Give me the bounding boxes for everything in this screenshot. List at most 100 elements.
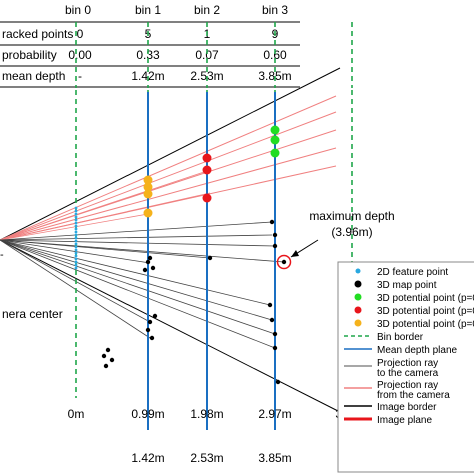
feature-point xyxy=(74,209,78,213)
ray-to-camera xyxy=(0,239,276,335)
feature-point xyxy=(74,221,78,225)
potential-point-orange xyxy=(143,182,153,192)
potential-point-green xyxy=(270,135,280,145)
feature-point xyxy=(74,224,78,228)
ray-from-camera xyxy=(0,111,337,241)
max-depth-label: maximum depth xyxy=(309,209,394,223)
mean-depth-label: 1.42m xyxy=(131,451,164,465)
bin-border-label: 2.97m xyxy=(258,407,291,421)
legend-symbol xyxy=(354,293,362,301)
ray-from-camera xyxy=(0,213,149,241)
map-point xyxy=(149,335,155,341)
ray-from-camera xyxy=(0,192,211,241)
map-point xyxy=(150,265,156,271)
legend-label: Mean depth plane xyxy=(377,345,458,356)
table-cell: 0.00 xyxy=(68,48,92,62)
map-point xyxy=(281,259,287,265)
ray-to-camera xyxy=(0,239,151,264)
feature-point xyxy=(74,263,78,267)
mean-depth-label: 2.53m xyxy=(190,451,223,465)
feature-point xyxy=(74,239,78,243)
ray-to-camera xyxy=(0,239,276,349)
legend-symbol xyxy=(355,268,361,274)
table-row-label: racked points xyxy=(2,27,73,41)
potential-point-green xyxy=(270,125,280,135)
potential-point-red xyxy=(202,153,212,163)
mean-depth-label: 3.85m xyxy=(258,451,291,465)
map-point xyxy=(152,313,158,319)
map-point xyxy=(101,353,107,359)
image-border-bottom xyxy=(0,239,341,413)
map-point xyxy=(109,357,115,363)
legend-label: 2D feature point xyxy=(377,267,448,278)
feature-point xyxy=(74,254,78,258)
feature-point xyxy=(74,266,78,270)
feature-point xyxy=(74,230,78,234)
feature-point xyxy=(74,251,78,255)
feature-point xyxy=(74,206,78,210)
potential-point-orange xyxy=(143,208,153,218)
ray-to-camera xyxy=(0,239,273,321)
legend-label: Bin border xyxy=(377,332,424,343)
map-point xyxy=(272,345,278,351)
table-cell: 0.33 xyxy=(136,48,160,62)
bin-border-label: 1.98m xyxy=(190,407,223,421)
map-point xyxy=(272,243,278,249)
feature-point xyxy=(74,245,78,249)
legend-label: 3D potential point (p=0 xyxy=(377,293,474,304)
table-cell: 0.60 xyxy=(263,48,287,62)
legend-label: Projection ray from the camera xyxy=(377,380,450,401)
map-point xyxy=(105,347,111,353)
feature-point xyxy=(74,215,78,219)
potential-point-red xyxy=(202,193,212,203)
image-border-top xyxy=(0,67,341,241)
ray-to-camera xyxy=(0,239,151,339)
ray-to-camera xyxy=(0,239,211,259)
legend-symbol xyxy=(354,319,362,327)
feature-point xyxy=(74,248,78,252)
map-point xyxy=(145,327,151,333)
map-point xyxy=(207,255,213,261)
table-row-label: probability xyxy=(2,48,57,62)
map-point xyxy=(147,319,153,325)
feature-point xyxy=(74,236,78,240)
ray-to-camera xyxy=(0,239,276,247)
potential-point-green xyxy=(270,148,280,158)
map-point xyxy=(272,232,278,238)
feature-point xyxy=(74,233,78,237)
ray-to-camera xyxy=(0,221,273,241)
potential-point-orange xyxy=(143,175,153,185)
map-point xyxy=(272,331,278,337)
feature-point xyxy=(74,227,78,231)
table-cell: 0 xyxy=(77,27,84,41)
feature-point xyxy=(74,218,78,222)
map-point xyxy=(275,379,281,385)
map-point xyxy=(103,363,109,369)
ray-to-camera xyxy=(0,239,151,323)
arrow-head xyxy=(291,250,299,257)
bin-border-label: 0m xyxy=(68,407,85,421)
map-point xyxy=(269,219,275,225)
ray-to-camera xyxy=(0,239,271,306)
ray-from-camera xyxy=(0,95,337,241)
table-cell: - xyxy=(78,69,82,83)
legend-label: 3D map point xyxy=(377,280,437,291)
table-header: bin 1 xyxy=(135,3,161,17)
bin-border-label: 0.99m xyxy=(131,407,164,421)
map-point xyxy=(147,255,153,261)
max-depth-marker xyxy=(276,254,292,270)
legend-label: 3D potential point (p=0 xyxy=(377,319,474,330)
feature-point xyxy=(74,242,78,246)
map-point xyxy=(269,317,275,323)
ray-from-camera xyxy=(0,169,211,241)
legend-label: Image plane xyxy=(377,415,432,426)
legend-label: Projection ray to the camera xyxy=(377,358,439,379)
ray-from-camera xyxy=(0,147,337,241)
ray-to-camera xyxy=(0,234,273,241)
table-header: bin 2 xyxy=(194,3,220,17)
potential-point-red xyxy=(202,165,212,175)
table-row-label: mean depth xyxy=(2,69,65,83)
legend-symbol xyxy=(354,306,362,314)
camera-mark: - xyxy=(0,249,4,261)
